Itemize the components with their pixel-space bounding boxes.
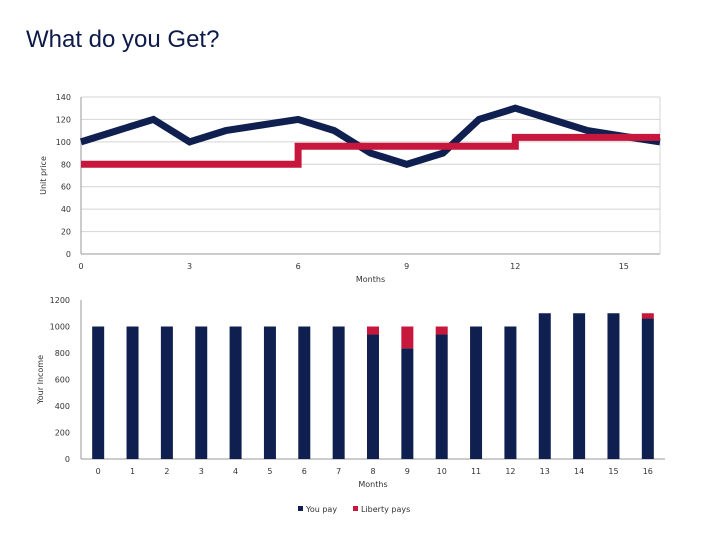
y-tick-label: 120 (56, 115, 71, 124)
bar-you-pay (229, 326, 242, 459)
page-title: What do you Get? (26, 26, 220, 53)
y-tick-label: 0 (65, 455, 70, 464)
bar-you-pay (573, 313, 586, 459)
x-tick-label: 8 (370, 467, 375, 476)
x-tick-label: 0 (96, 467, 101, 476)
x-tick-label: 13 (540, 467, 550, 476)
x-tick-label: 3 (199, 467, 204, 476)
legend-swatch (298, 506, 303, 511)
bar-you-pay (641, 318, 654, 459)
x-axis-label: Months (358, 480, 387, 489)
bar-you-pay (504, 326, 517, 459)
x-tick-label: 15 (608, 467, 618, 476)
y-tick-label: 600 (55, 376, 70, 385)
unit-price-chart: 0 20 40 60 80 100 120 140 0 3 6 9 12 15 Months Unit pri… (39, 93, 661, 284)
bar-you-pay (298, 326, 311, 459)
legend-swatch (353, 506, 358, 511)
x-axis-label: Months (356, 275, 385, 284)
x-tick-label: 9 (405, 467, 410, 476)
x-tick-label: 9 (404, 262, 409, 271)
x-tick-label: 1 (130, 467, 135, 476)
y-tick-label: 100 (56, 138, 71, 147)
y-tick-label: 20 (61, 228, 71, 237)
bar-you-pay (195, 326, 208, 459)
y-tick-label: 140 (56, 93, 71, 102)
x-tick-label: 4 (233, 467, 238, 476)
y-tick-label: 0 (66, 250, 71, 259)
x-tick-label: 12 (505, 467, 515, 476)
bar-you-pay (607, 313, 620, 459)
legend-label-liberty-pays: Liberty pays (361, 505, 410, 514)
x-tick-label: 0 (78, 262, 83, 271)
x-tick-label: 2 (164, 467, 169, 476)
y-tick-label: 1000 (50, 323, 70, 332)
bar-you-pay (160, 326, 173, 459)
x-tick-label: 12 (510, 262, 520, 271)
x-tick-label: 6 (302, 467, 307, 476)
x-tick-label: 10 (437, 467, 447, 476)
fixed-price-line (81, 133, 660, 168)
bar-you-pay (263, 326, 276, 459)
y-axis-label: Your Income (36, 355, 45, 405)
x-tick-label: 3 (187, 262, 192, 271)
y-tick-label: 40 (61, 205, 71, 214)
bar-you-pay (332, 326, 345, 459)
x-tick-label: 6 (296, 262, 301, 271)
bar-you-pay (126, 326, 139, 459)
bar-you-pay (538, 313, 551, 459)
x-tick-label: 15 (619, 262, 629, 271)
x-tick-label: 7 (336, 467, 341, 476)
y-tick-label: 200 (55, 429, 70, 438)
y-axis-label: Unit price (39, 156, 48, 195)
market-price-line (79, 104, 661, 168)
bar-you-pay (401, 348, 414, 459)
bar-you-pay (92, 326, 105, 459)
bar-you-pay (367, 334, 379, 459)
y-tick-label: 400 (55, 402, 70, 411)
legend-label-you-pay: You pay (305, 505, 337, 514)
bar-liberty-pays (641, 313, 654, 319)
bar-you-pay (470, 326, 483, 459)
y-tick-label: 1200 (50, 296, 70, 305)
x-tick-label: 5 (267, 467, 272, 476)
x-tick-label: 14 (574, 467, 584, 476)
bar-liberty-pays (367, 326, 379, 335)
y-tick-label: 80 (61, 160, 71, 169)
bar-you-pay (435, 334, 448, 459)
y-tick-label: 800 (55, 349, 70, 358)
x-tick-label: 11 (471, 467, 481, 476)
x-tick-label: 16 (643, 467, 653, 476)
y-tick-label: 60 (61, 183, 71, 192)
bar-liberty-pays (435, 326, 448, 335)
bar-liberty-pays (401, 326, 414, 349)
